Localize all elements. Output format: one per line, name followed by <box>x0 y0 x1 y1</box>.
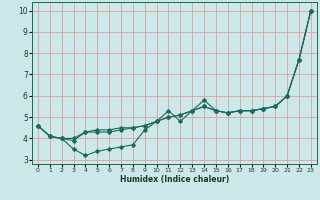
X-axis label: Humidex (Indice chaleur): Humidex (Indice chaleur) <box>120 175 229 184</box>
